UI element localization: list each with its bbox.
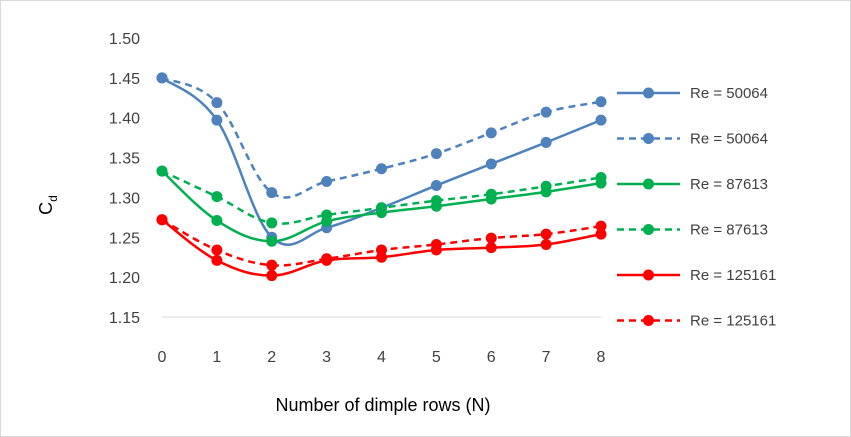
data-point	[266, 235, 278, 247]
legend-item: Re = 50064	[617, 131, 768, 148]
legend-item: Re = 125161	[617, 313, 776, 330]
y-tick-label: 1.20	[109, 270, 140, 287]
data-point	[266, 217, 278, 229]
data-point	[211, 191, 223, 203]
x-tick-label: 2	[267, 349, 276, 366]
series-line	[161, 76, 602, 246]
series-layer	[156, 72, 607, 282]
legend-marker	[643, 224, 654, 235]
data-point	[266, 270, 278, 282]
x-tick-label: 3	[322, 349, 331, 366]
data-point	[211, 114, 223, 126]
legend-label: Re = 87613	[690, 222, 768, 239]
data-point	[211, 254, 223, 266]
data-point	[156, 72, 168, 84]
x-tick-label: 0	[158, 349, 167, 366]
data-point	[485, 158, 497, 170]
y-tick-label: 1.15	[109, 310, 140, 327]
y-tick-label: 1.25	[109, 230, 140, 247]
x-tick-label: 8	[597, 349, 606, 366]
data-point	[595, 228, 607, 240]
data-point	[321, 253, 333, 265]
data-point	[540, 136, 552, 148]
legend-item: Re = 87613	[617, 222, 768, 239]
data-point	[595, 172, 607, 183]
data-point	[430, 195, 442, 207]
data-point	[211, 215, 223, 227]
data-point	[211, 244, 223, 256]
data-point	[595, 96, 607, 108]
legend-marker	[643, 178, 654, 190]
legend-label: Re = 50064	[690, 85, 768, 102]
x-tick-label: 5	[432, 349, 441, 366]
series-line	[161, 76, 602, 199]
y-tick-label: 1.50	[109, 31, 140, 48]
legend-marker	[643, 269, 654, 281]
data-point	[485, 242, 497, 254]
data-point	[595, 114, 607, 126]
y-tick-label: 1.45	[109, 71, 140, 88]
data-point	[430, 148, 442, 160]
legend-item: Re = 125161	[617, 267, 776, 284]
legend-item: Re = 50064	[617, 85, 768, 102]
y-tick-label: 1.35	[109, 151, 140, 168]
series-4-dashed	[156, 165, 607, 229]
legend-label: Re = 87613	[690, 176, 768, 193]
data-point	[156, 165, 168, 177]
legend-marker	[643, 315, 654, 326]
data-point	[540, 238, 552, 250]
data-point	[485, 232, 497, 244]
x-axis-title: Number of dimple rows (N)	[275, 395, 490, 415]
data-point	[540, 180, 552, 192]
y-axis-title: Cd	[36, 195, 60, 215]
legend-label: Re = 50064	[690, 131, 768, 148]
legend: Re = 50064 Re = 50064 Re = 87613 Re = 87613…	[617, 85, 776, 330]
legend-item: Re = 87613	[617, 176, 768, 193]
data-point	[430, 179, 442, 191]
y-tick-label: 1.30	[109, 190, 140, 207]
x-tick-label: 7	[542, 349, 551, 366]
data-point	[376, 163, 387, 175]
data-point	[595, 220, 607, 232]
data-point	[211, 97, 223, 109]
y-axis-title-main: C	[36, 202, 56, 215]
series-2-dashed	[156, 72, 607, 199]
legend-marker	[643, 87, 654, 99]
data-point	[376, 244, 387, 256]
data-point	[266, 259, 278, 271]
x-tick-label: 6	[487, 349, 496, 366]
data-point	[376, 202, 387, 214]
y-axis-title-subscript: d	[46, 195, 60, 202]
data-point	[321, 175, 333, 187]
data-point	[266, 187, 278, 199]
legend-marker	[643, 133, 654, 144]
y-tick-label: 1.40	[109, 111, 140, 128]
data-point	[156, 214, 168, 226]
data-point	[485, 188, 497, 200]
series-1-solid	[156, 72, 607, 246]
x-tick-label: 1	[212, 349, 221, 366]
data-point	[540, 228, 552, 240]
x-tick-label: 4	[377, 349, 386, 366]
x-axis-ticks: 0 1 2 3 4 5 6 7 8	[158, 349, 606, 366]
legend-label: Re = 125161	[690, 267, 776, 284]
legend-label: Re = 125161	[690, 313, 776, 330]
y-axis-ticks: 1.15 1.20 1.25 1.30 1.35 1.40 1.45 1.50	[109, 31, 140, 327]
data-point	[485, 127, 497, 139]
data-point	[321, 209, 333, 221]
data-point	[540, 106, 552, 118]
data-point	[430, 238, 442, 250]
series-6-dashed	[156, 214, 607, 271]
